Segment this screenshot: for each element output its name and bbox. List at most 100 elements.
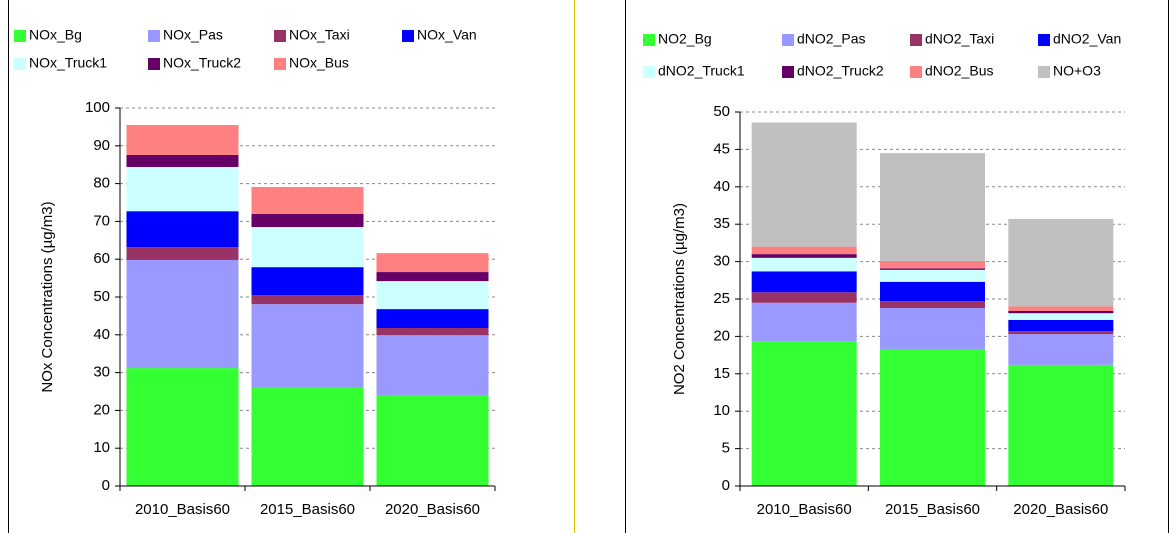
bar-segment [126,125,239,155]
legend-swatch [274,30,286,42]
bar-segment [880,268,985,270]
legend-label: NOx_Truck1 [29,55,107,71]
bar-segment [251,386,364,486]
y-tick-label: 90 [93,137,110,154]
bar-segment [251,295,364,305]
y-tick-label: 25 [713,290,730,307]
legend-swatch [148,30,160,42]
bar-segment [751,122,857,247]
x-tick-label: 2020_Basis60 [1013,501,1108,518]
bar-segment [1008,218,1114,307]
y-axis-label: NOx Concentrations (µg/m3) [39,201,56,392]
y-tick-label: 50 [713,103,730,120]
bar-segment [251,213,364,228]
legend-swatch [402,30,414,42]
legend-swatch [14,30,26,42]
bar-segment [880,260,985,269]
bar-segment [126,154,239,167]
y-tick-label: 80 [93,175,110,192]
bar-segment [1008,334,1114,365]
bar-segment [751,292,857,303]
legend-label: dNO2_Truck2 [797,63,884,79]
legend-swatch [274,58,286,70]
legend-label: NOx_Truck2 [163,55,241,71]
legend-swatch [14,58,26,70]
x-tick-label: 2010_Basis60 [757,501,852,518]
y-tick-label: 40 [713,178,730,195]
legend-swatch [910,66,922,78]
y-tick-label: 60 [93,250,110,267]
legend-swatch [910,34,922,46]
legend-label: NOx_Van [417,27,477,43]
y-tick-label: 30 [713,253,730,270]
legend-swatch [782,66,794,78]
legend-label: NO+O3 [1053,63,1101,79]
bar-segment [880,153,985,261]
y-tick-label: 70 [93,212,110,229]
y-tick-label: 50 [93,288,110,305]
bar-segment [376,281,489,310]
legend-label: NOx_Pas [163,27,223,43]
legend-label: NO2_Bg [658,31,712,47]
bar-segment [126,211,239,248]
y-tick-label: 10 [93,439,110,456]
x-tick-label: 2020_Basis60 [385,501,480,518]
y-tick-label: 45 [713,140,730,157]
legend-swatch [643,34,655,46]
bar-segment [1008,313,1114,320]
legend-label: dNO2_Bus [925,63,993,79]
legend-label: NOx_Bus [289,55,349,71]
x-tick-label: 2015_Basis60 [885,501,980,518]
bar-segment [880,269,985,282]
bar-segment [1008,331,1114,335]
y-tick-label: 0 [722,477,730,494]
y-tick-label: 30 [93,364,110,381]
bar-segment [1008,310,1114,314]
bar-segment [251,227,364,268]
bar-segment [376,272,489,282]
y-tick-label: 5 [722,440,730,457]
y-tick-label: 0 [102,477,110,494]
bar-segment [1008,306,1114,311]
legend-swatch [1038,34,1050,46]
bar-segment [751,341,857,486]
bar-segment [376,394,489,486]
bar-segment [126,247,239,260]
legend-label: dNO2_Taxi [925,31,994,47]
legend-label: dNO2_Truck1 [658,63,745,79]
bar-segment [126,166,239,212]
y-tick-label: 35 [713,215,730,232]
bar-segment [880,349,985,486]
bar-segment [126,368,239,486]
y-tick-label: 20 [713,327,730,344]
bar-segment [376,253,489,273]
legend-label: dNO2_Van [1053,31,1121,47]
legend-swatch [643,66,655,78]
y-tick-label: 20 [93,401,110,418]
bar-segment [751,246,857,255]
bar-segment [880,307,985,350]
y-tick-label: 10 [713,402,730,419]
legend-swatch [148,58,160,70]
bar-segment [751,257,857,272]
bar-segment [1008,319,1114,332]
bar-segment [126,259,239,369]
y-axis-label: NO2 Concentrations (µg/m3) [671,203,688,395]
bar-segment [880,281,985,302]
legend-swatch [782,34,794,46]
bar-segment [376,309,489,328]
x-tick-label: 2010_Basis60 [135,501,230,518]
bar-segment [376,327,489,336]
bar-segment [376,335,489,395]
x-tick-label: 2015_Basis60 [260,501,355,518]
bar-segment [880,301,985,308]
bar-segment [751,271,857,293]
bar-segment [251,187,364,214]
bar-segment [751,302,857,342]
bar-segment [251,304,364,387]
legend-label: NOx_Taxi [289,27,350,43]
bar-segment [251,267,364,296]
y-tick-label: 100 [85,99,110,116]
y-tick-label: 40 [93,326,110,343]
